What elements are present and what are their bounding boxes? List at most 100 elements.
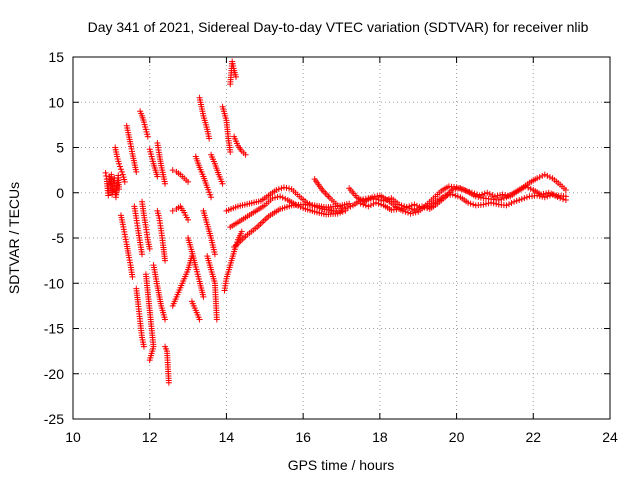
y-tick-label: -15: [44, 321, 64, 337]
data-point: [505, 201, 512, 208]
data-point: [219, 180, 226, 187]
y-tick-label: -25: [44, 411, 64, 427]
y-tick-label: 10: [48, 94, 64, 110]
data-point: [541, 171, 548, 178]
data-point: [370, 200, 377, 207]
data-point: [208, 194, 215, 201]
data-point: [185, 216, 192, 223]
data-point: [378, 201, 385, 208]
data-point: [185, 178, 192, 185]
data-point: [275, 186, 282, 193]
data-point: [118, 168, 125, 175]
data-point: [373, 199, 380, 206]
data-point: [541, 194, 548, 201]
data-point: [536, 193, 543, 200]
data-point: [162, 316, 169, 323]
data-point: [162, 257, 169, 264]
data-point: [401, 204, 408, 211]
data-point: [513, 197, 520, 204]
data-point: [449, 191, 456, 198]
data-point: [562, 187, 569, 194]
data-point: [277, 193, 284, 200]
data-point: [498, 196, 505, 203]
data-point: [375, 200, 382, 207]
data-point: [539, 172, 546, 179]
data-point: [534, 192, 541, 199]
data-point: [521, 195, 528, 202]
data-point: [474, 191, 481, 198]
data-point: [522, 183, 529, 190]
data-point: [543, 190, 550, 197]
y-tick-label: 15: [48, 49, 64, 65]
data-point: [562, 196, 569, 203]
data-point: [273, 187, 280, 194]
data-point: [482, 200, 489, 207]
data-point: [206, 135, 213, 142]
data-point: [144, 133, 151, 140]
data-point: [227, 149, 234, 156]
data-point: [503, 202, 510, 209]
data-point: [406, 203, 413, 210]
x-tick-label: 18: [372, 429, 388, 445]
data-point: [242, 151, 249, 158]
data-point: [463, 187, 470, 194]
data-point: [169, 207, 176, 214]
data-point: [278, 185, 285, 192]
data-point: [342, 206, 349, 213]
data-point: [344, 204, 351, 211]
y-tick-label: -10: [44, 275, 64, 291]
data-point: [367, 202, 374, 209]
data-point: [154, 173, 161, 180]
y-tick-label: -20: [44, 366, 64, 382]
data-point: [402, 208, 409, 215]
data-point: [480, 201, 487, 208]
data-point: [347, 203, 354, 210]
data-point: [116, 160, 123, 167]
data-point: [536, 174, 543, 181]
data-point: [458, 186, 465, 193]
grid: [73, 57, 610, 419]
x-tick-label: 10: [65, 429, 81, 445]
data-point: [140, 343, 147, 350]
data-point: [337, 203, 344, 210]
data-point: [549, 191, 556, 198]
data-point: [497, 192, 504, 199]
data-point: [539, 193, 546, 200]
data-point: [169, 167, 176, 174]
data-point: [500, 195, 507, 202]
data-point: [486, 190, 493, 197]
data-point: [424, 203, 431, 210]
data-point: [421, 204, 428, 211]
data-point: [456, 185, 463, 192]
data-point: [518, 196, 525, 203]
data-points: [102, 58, 569, 386]
x-tick-label: 16: [295, 429, 311, 445]
data-point: [133, 168, 140, 175]
data-point: [396, 206, 403, 213]
data-point: [508, 200, 515, 207]
data-point: [374, 193, 381, 200]
data-point: [121, 178, 128, 185]
data-point: [196, 316, 203, 323]
data-point: [371, 193, 378, 200]
data-point: [490, 200, 497, 207]
data-point: [146, 245, 153, 252]
data-point: [485, 200, 492, 207]
data-point: [494, 192, 501, 199]
data-point: [540, 190, 547, 197]
data-point: [102, 169, 109, 176]
x-tick-label: 12: [142, 429, 158, 445]
chart-title: Day 341 of 2021, Sidereal Day-to-day VTE…: [88, 19, 589, 35]
data-point: [117, 166, 124, 173]
data-point: [407, 210, 414, 217]
data-point: [471, 190, 478, 197]
y-tick-label: -5: [52, 230, 65, 246]
data-point: [413, 202, 420, 209]
y-tick-label: 5: [56, 140, 64, 156]
data-point: [552, 192, 559, 199]
data-point: [454, 193, 461, 200]
data-point: [362, 202, 369, 209]
x-axis-ticks: 10 12 14 16 18 20 22 24: [65, 57, 618, 445]
data-point: [286, 185, 293, 192]
